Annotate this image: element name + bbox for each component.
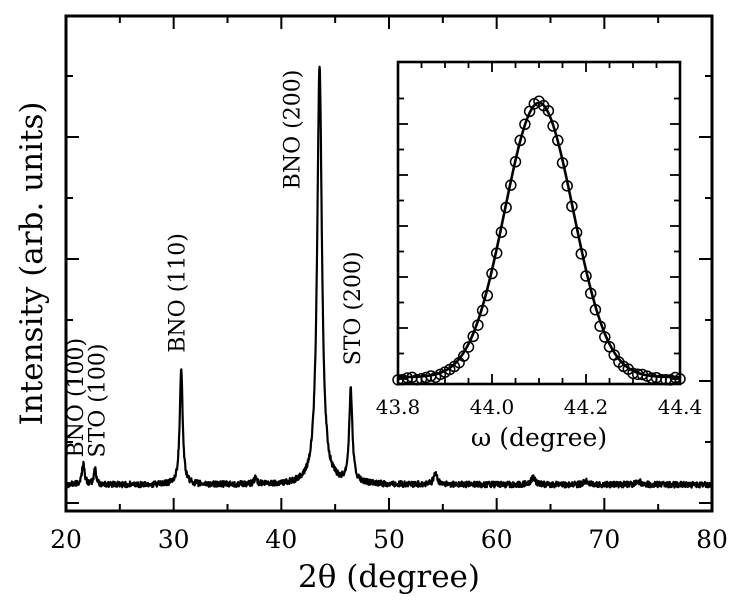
peak-annotation: BNO (200) <box>281 70 306 190</box>
main-x-tick-label: 80 <box>696 525 728 554</box>
main-diffraction-curve <box>64 65 713 489</box>
main-x-tick-label: 20 <box>50 525 82 554</box>
inset-x-tick-label: 43.8 <box>376 395 421 419</box>
inset-data-point <box>547 120 559 132</box>
main-x-tick-label: 40 <box>265 525 297 554</box>
inset-x-tick-label: 44.0 <box>470 395 515 419</box>
inset-plot-frame <box>396 60 682 386</box>
main-plot-frame <box>64 14 714 513</box>
peak-annotations: BNO (100)STO (100) BNO (110) BNO (200) STO … <box>64 70 366 458</box>
inset-background <box>398 62 680 384</box>
main-x-tick-label: 70 <box>588 525 620 554</box>
inset-x-tick-label: 44.4 <box>658 395 703 419</box>
main-plot: 20 30 40 50 60 70 80 BNO (100)STO (100) BNO (11… <box>14 14 728 595</box>
peak-annotation: BNO (110) <box>165 233 190 353</box>
peak-annotation: BNO (100) <box>64 338 89 458</box>
inset-x-tick-labels: 43.8 44.0 44.2 44.4 <box>376 395 703 419</box>
inset-plot: 43.8 44.0 44.2 44.4 ω (degree) <box>376 60 703 452</box>
inset-x-axis-title: ω (degree) <box>471 423 607 452</box>
peak-annotation: STO (100) <box>86 344 111 458</box>
inset-fit-curve <box>397 101 681 379</box>
main-x-tick-label: 30 <box>158 525 190 554</box>
inset-x-tick-label: 44.2 <box>564 395 609 419</box>
main-y-axis-title: Intensity (arb. units) <box>14 102 50 426</box>
peak-annotation: STO (200) <box>341 251 366 365</box>
main-x-tick-labels: 20 30 40 50 60 70 80 <box>50 525 728 554</box>
main-x-tick-label: 60 <box>481 525 513 554</box>
main-x-tick-label: 50 <box>373 525 405 554</box>
main-x-axis-title: 2θ (degree) <box>298 559 480 595</box>
